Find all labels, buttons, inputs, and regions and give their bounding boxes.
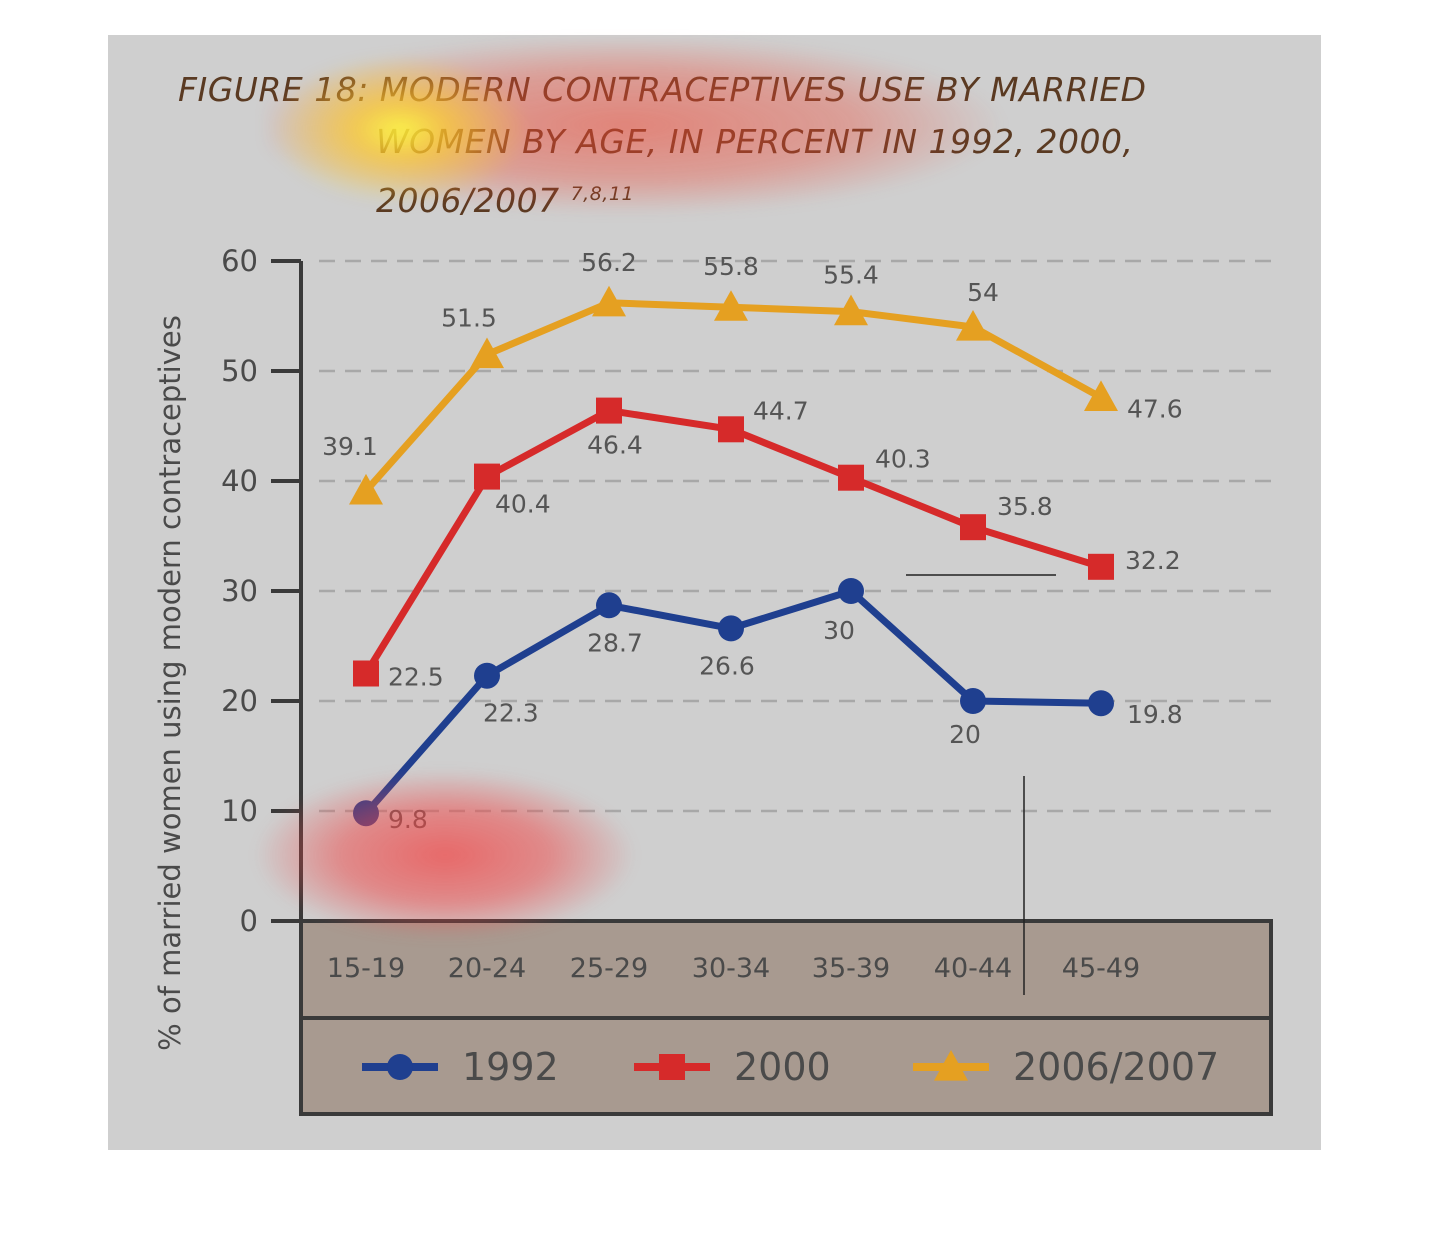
data-label-2006/2007-20-24: 51.5 (441, 304, 497, 333)
data-label-2006/2007-30-34: 55.8 (703, 252, 759, 281)
point-1992-20-24 (474, 662, 500, 689)
data-label-1992-45-49: 19.8 (1127, 700, 1183, 729)
data-label-1992-20-24: 22.3 (483, 699, 539, 728)
data-label-2000-15-19: 22.5 (388, 663, 444, 692)
figure-title: FIGURE 18: MODERN CONTRACEPTIVES USE BY … (178, 64, 1178, 227)
x-category-label-45-49: 45-49 (1062, 953, 1140, 984)
series-1992 (353, 578, 1114, 827)
y-tick-label-50: 50 (221, 354, 258, 388)
y-axis-label: % of married women using modern contrace… (153, 315, 187, 1051)
x-category-label-20-24: 20-24 (448, 953, 526, 984)
point-2000-40-44 (960, 514, 986, 541)
series-2000 (353, 397, 1114, 687)
data-label-2000-20-24: 40.4 (495, 490, 551, 519)
point-2000-25-29 (596, 397, 622, 424)
data-label-2000-30-34: 44.7 (753, 396, 809, 425)
data-label-1992-15-19: 9.8 (388, 805, 428, 834)
data-label-2000-35-39: 40.3 (875, 445, 931, 474)
y-tick-label-40: 40 (221, 464, 258, 498)
data-label-2006/2007-40-44: 54 (967, 278, 999, 307)
legend-swatch-marker-2006/2007 (934, 1050, 968, 1081)
data-label-2006/2007-35-39: 55.4 (823, 261, 879, 290)
x-category-label-15-19: 15-19 (327, 953, 405, 984)
point-1992-15-19 (353, 800, 379, 827)
legend-swatch-marker-1992 (387, 1054, 413, 1080)
data-label-1992-35-39: 30 (823, 616, 855, 645)
point-1992-30-34 (718, 615, 744, 642)
x-category-label-35-39: 35-39 (812, 953, 890, 984)
chart-series (349, 285, 1118, 827)
x-category-label-40-44: 40-44 (934, 953, 1012, 984)
legend-label-2006/2007: 2006/2007 (1013, 1045, 1219, 1089)
data-labels: 9.8 22.3 28.7 26.6 30 20 19.8 22.5 40.4 46.4 44.7 4… (322, 248, 1183, 834)
point-2006/2007-20-24 (470, 337, 504, 369)
point-2006/2007-25-29 (592, 285, 626, 317)
y-axis-ticks: 0 10 20 30 40 50 60 (221, 244, 301, 938)
point-2006/2007-45-49 (1084, 380, 1118, 411)
data-label-2006/2007-25-29: 56.2 (581, 248, 637, 277)
annotation-marks (906, 574, 1056, 995)
point-2006/2007-30-34 (714, 290, 748, 321)
legend-label-1992: 1992 (462, 1045, 559, 1089)
data-label-2006/2007-45-49: 47.6 (1127, 394, 1183, 423)
figure-title-year: 2006/2007 (376, 181, 560, 220)
figure-title-references: 7,8,11 (570, 183, 635, 205)
y-tick-label-30: 30 (221, 574, 258, 608)
x-category-label-25-29: 25-29 (570, 953, 648, 984)
data-label-2000-40-44: 35.8 (997, 492, 1053, 521)
point-1992-25-29 (596, 592, 622, 619)
point-2000-35-39 (838, 464, 864, 491)
x-category-label-30-34: 30-34 (692, 953, 770, 984)
figure-title-line-3: 2006/2007 7,8,11 (178, 168, 1178, 227)
point-1992-40-44 (960, 688, 986, 714)
series-2006/2007 (349, 285, 1118, 505)
data-label-1992-25-29: 28.7 (587, 628, 643, 657)
figure-title-line-2: WOMEN BY AGE, IN PERCENT IN 1992, 2000, (376, 122, 1134, 161)
point-2000-15-19 (353, 660, 379, 687)
x-axis-categories: 15-19 20-24 25-29 30-34 35-39 40-44 45-49 (327, 953, 1140, 984)
data-label-1992-30-34: 26.6 (699, 651, 755, 680)
legend-swatch-marker-2000 (659, 1054, 685, 1080)
point-2006/2007-40-44 (956, 310, 990, 341)
point-2000-20-24 (474, 463, 500, 490)
point-1992-35-39 (838, 578, 864, 604)
data-label-2000-45-49: 32.2 (1125, 546, 1181, 575)
legend-item-2006/2007: 2006/2007 (913, 1045, 1219, 1089)
point-2006/2007-35-39 (834, 294, 868, 326)
data-label-1992-40-44: 20 (949, 720, 981, 749)
y-tick-label-0: 0 (240, 904, 258, 938)
legend-label-2000: 2000 (734, 1045, 831, 1089)
point-2006/2007-15-19 (349, 473, 383, 505)
point-1992-45-49 (1088, 690, 1114, 717)
y-tick-label-20: 20 (221, 684, 258, 718)
legend-box (299, 1016, 1273, 1116)
legend-item-1992: 1992 (362, 1045, 559, 1089)
y-tick-label-10: 10 (221, 794, 258, 828)
point-2000-45-49 (1088, 553, 1114, 580)
data-label-2000-25-29: 46.4 (587, 431, 643, 460)
chart-legend: 1992 2000 2006/2007 (362, 1045, 1219, 1089)
data-label-2006/2007-15-19: 39.1 (322, 432, 378, 461)
y-tick-label-60: 60 (221, 244, 258, 278)
figure-title-line-1: FIGURE 18: MODERN CONTRACEPTIVES USE BY … (178, 70, 1147, 109)
legend-item-2000: 2000 (634, 1045, 831, 1089)
point-2000-30-34 (718, 416, 744, 443)
